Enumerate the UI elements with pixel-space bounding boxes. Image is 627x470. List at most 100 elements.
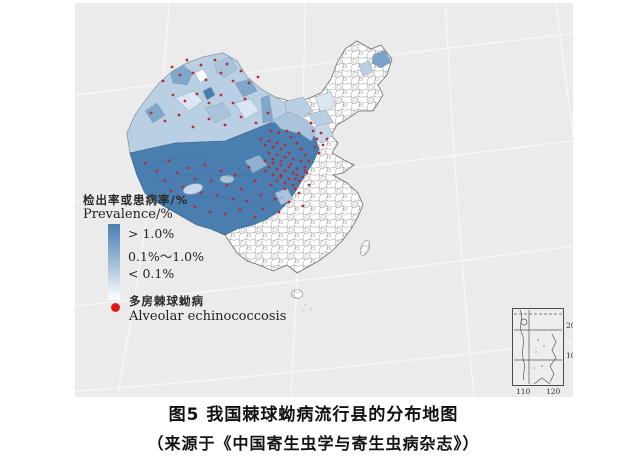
alveolar-dot: [185, 58, 189, 62]
inset-lat-10: 10: [566, 351, 573, 360]
alveolar-dot: [213, 58, 217, 62]
alveolar-dot: [273, 197, 277, 201]
alveolar-dot: [259, 193, 263, 197]
alveolar-dot: [279, 163, 283, 167]
alveolar-dot: [303, 169, 307, 173]
alveolar-dot: [239, 69, 243, 73]
alveolar-dot: [275, 179, 279, 183]
legend-class-low: < 0.1%: [128, 266, 175, 281]
alveolar-dot: [263, 143, 267, 147]
alveolar-dot: [171, 93, 175, 97]
map-canvas: [75, 3, 573, 397]
alveolar-dot: [279, 159, 283, 163]
alveolar-dot: [193, 177, 197, 181]
alveolar-dot: [271, 157, 275, 161]
alveolar-dot: [291, 171, 295, 175]
alveolar-dot: [267, 165, 271, 169]
alveolar-dot: [319, 131, 323, 135]
alveolar-dot: [275, 141, 279, 145]
alveolar-dot: [287, 165, 291, 169]
alveolar-dot: [169, 189, 173, 193]
legend-title-en: Prevalence/%: [83, 207, 173, 222]
alveolar-dot: [301, 204, 305, 208]
alveolar-dot: [163, 119, 167, 123]
alveolar-dot: [301, 175, 305, 179]
alveolar-dot: [155, 169, 159, 173]
alveolar-dot: [225, 183, 229, 187]
alveolar-dot: [175, 171, 179, 175]
alveolar-dot: [178, 73, 182, 77]
alveolar-dot: [243, 97, 247, 101]
alveolar-dot: [279, 147, 283, 151]
alveolar-dot: [325, 137, 329, 141]
taiwan-island: [360, 240, 370, 256]
alveolar-dot: [297, 131, 301, 135]
alveolar-dot: [149, 111, 153, 115]
alveolar-dot: [254, 121, 258, 125]
south-china-sea-inset: [512, 308, 564, 386]
alveolar-dot: [279, 173, 283, 177]
alveolar-dot: [225, 62, 229, 66]
alveolar-dot: [245, 199, 249, 203]
china-prevalence-map: 检出率或患病率/% Prevalence/% > 1.0% 0.1%～1.0% …: [75, 3, 573, 397]
alveolar-dot: [291, 183, 295, 187]
alveolar-dot: [231, 197, 235, 201]
alveolar-dot: [161, 79, 165, 83]
alveolar-dot: [269, 183, 273, 187]
north-lowblue-patches: [279, 49, 392, 129]
alveolar-dot: [191, 71, 195, 75]
alveolar-legend-dot: [111, 303, 120, 312]
alveolar-dot: [287, 200, 291, 204]
high-region-details: [144, 154, 294, 206]
alveolar-dots-layer: [143, 58, 329, 219]
alveolar-dot: [303, 153, 307, 157]
alveolar-dot: [305, 171, 309, 175]
alveolar-dot: [203, 163, 207, 167]
figure-caption: 图5 我国棘球蚴病流行县的分布地图 （来源于《中国寄生虫学与寄生虫病杂志》）: [0, 400, 627, 454]
alveolar-dot: [183, 99, 187, 103]
alveolar-dot: [277, 210, 281, 214]
alveolar-dot: [259, 137, 263, 141]
alveolar-dot: [271, 145, 275, 149]
hainan-island: [291, 289, 303, 299]
alveolar-dot: [297, 179, 301, 183]
alveolar-dot: [289, 135, 293, 139]
alveolar-dot: [315, 137, 319, 141]
alveolar-dot: [295, 167, 299, 171]
alveolar-dot: [289, 162, 293, 166]
alveolar-dot: [247, 165, 251, 169]
alveolar-dot: [223, 123, 227, 127]
alveolar-dot: [256, 75, 260, 79]
inset-lon-110: 110: [516, 387, 531, 396]
alveolar-dot: [178, 197, 182, 201]
inset-lat-20: 20: [566, 321, 573, 330]
alveolar-dot: [199, 63, 203, 67]
alveolar-dot: [231, 101, 235, 105]
south-sea-islets: [302, 304, 312, 312]
alveolar-dot: [215, 193, 219, 197]
alveolar-dot: [283, 187, 287, 191]
alveolar-dot: [170, 65, 174, 69]
xinjiang-county-patches: [144, 56, 274, 124]
alveolar-dot: [231, 79, 235, 83]
alveolar-dot: [239, 115, 243, 119]
caption-line-2: （来源于《中国寄生虫学与寄生虫病杂志》）: [147, 434, 480, 453]
alveolar-dot: [309, 121, 313, 125]
alveolar-dot: [181, 185, 185, 189]
alveolar-dot: [307, 159, 311, 163]
alveolar-dot: [208, 210, 212, 214]
alveolar-dot: [238, 208, 242, 212]
alveolar-dot: [261, 207, 265, 211]
legend-class-high: > 1.0%: [128, 226, 175, 241]
legend-dot-label-zh: 多房棘球蚴病: [129, 294, 204, 308]
alveolar-dot: [204, 78, 208, 82]
legend-title-zh: 检出率或患病率/%: [83, 193, 189, 207]
alveolar-dot: [297, 191, 301, 195]
alveolar-dot: [167, 159, 171, 163]
alveolar-dot: [313, 145, 317, 149]
alveolar-dot: [283, 155, 287, 159]
alveolar-dot: [253, 215, 257, 219]
alveolar-dot: [275, 167, 279, 171]
alveolar-dot: [285, 129, 289, 133]
